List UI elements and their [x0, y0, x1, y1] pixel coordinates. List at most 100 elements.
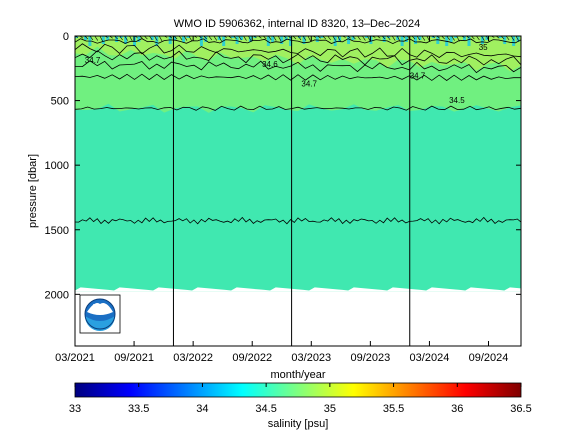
contour-line — [74, 105, 522, 111]
surface-contour-line — [307, 35, 312, 42]
surface-mix-patch — [315, 36, 319, 42]
surface-contour-line — [441, 35, 445, 40]
surface-contour-line — [238, 35, 242, 41]
surface-mix-patch — [369, 36, 373, 44]
colorbar-tick-label: 36 — [451, 403, 463, 415]
surface-contour-line — [505, 35, 510, 41]
surface-contour-line — [446, 35, 450, 41]
surface-contour-line — [99, 35, 104, 42]
contour-line — [74, 50, 522, 66]
x-axis-label: month/year — [270, 369, 325, 381]
surface-contour-line — [263, 35, 267, 40]
noaa-logo: NOAA — [79, 294, 121, 334]
surface-mix-patch — [150, 36, 154, 40]
colorbar-tick-label: 35.5 — [383, 403, 404, 415]
surface-contour-line — [386, 35, 391, 41]
surface-mix-patch — [351, 36, 355, 40]
contour-label: 34.7 — [301, 79, 317, 88]
surface-mix-patch — [155, 36, 159, 46]
surface-contour-line — [248, 35, 252, 42]
surface-contour-line — [243, 35, 247, 41]
x-tick-label: 09/2022 — [232, 352, 272, 364]
surface-contour-line — [188, 35, 193, 42]
surface-mix-patch — [240, 36, 243, 40]
surface-mix-patch — [387, 36, 391, 38]
y-axis-label: pressure [dbar] — [27, 154, 39, 228]
contour-label: 35 — [479, 43, 488, 52]
surface-contour-line — [421, 35, 426, 41]
surface-mix-patch — [503, 36, 507, 44]
surface-contour-line — [149, 35, 153, 41]
colorbar-tick-label: 35 — [324, 403, 336, 415]
surface-contour-line — [114, 35, 118, 40]
surface-mix-patch — [512, 36, 516, 46]
surface-contour-line — [154, 35, 158, 41]
surface-contour-line — [357, 35, 361, 41]
surface-mix-patch — [284, 36, 288, 40]
x-tick-label: 03/2022 — [173, 352, 213, 364]
surface-contour-line — [322, 35, 327, 40]
contour-line — [74, 38, 522, 45]
contour-line — [74, 216, 522, 225]
surface-mix-patch — [454, 36, 458, 38]
surface-mix-patch — [405, 36, 408, 42]
surface-contour-line — [471, 35, 475, 40]
surface-contour-line — [381, 35, 386, 40]
x-axis: 03/2021 09/2021 03/2022 09/2022 03/2023 09/20… — [55, 36, 508, 364]
surface-mix-patch — [173, 36, 177, 40]
surface-mix-patch — [199, 36, 203, 46]
surface-mix-patch — [280, 36, 284, 44]
surface-mix-patch — [289, 36, 293, 46]
surface-mix-patch — [186, 36, 190, 38]
surface-mix-patch — [235, 36, 239, 44]
surface-mix-patch — [137, 36, 141, 42]
surface-mix-patch — [485, 36, 489, 40]
surface-mix-patch — [302, 36, 306, 44]
colorbar: 33 33.5 34 34.5 35 35.5 36 36.5 — [69, 382, 532, 415]
surface-mix-patch — [463, 36, 466, 40]
surface-contour-line — [173, 35, 178, 40]
chart-title: WMO ID 5906362, internal ID 8320, 13–Dec… — [174, 18, 420, 30]
surface-mix-patch — [364, 36, 368, 38]
year-boundary-lines — [172, 36, 411, 346]
x-tick-label: 09/2024 — [469, 352, 509, 364]
surface-contour-line — [510, 35, 515, 41]
isohaline-contours — [74, 35, 522, 225]
surface-contour-line — [183, 35, 188, 41]
colorbar-gradient — [74, 382, 522, 398]
surface-contour-line — [451, 35, 455, 41]
surface-mix-patch — [115, 36, 119, 42]
surface-contour-line — [124, 35, 128, 41]
surface-contour-line — [476, 35, 480, 41]
surface-mix-patch — [124, 36, 128, 44]
surface-mix-patch — [498, 36, 502, 38]
surface-contour-line — [416, 35, 421, 41]
surface-contour-line — [337, 35, 341, 42]
surface-contour-line — [144, 35, 148, 40]
surface-mix-patch — [119, 36, 123, 38]
surface-contour-line — [332, 35, 336, 41]
surface-mix-patch — [467, 36, 471, 46]
surface-contour-line — [218, 35, 222, 42]
surface-contour-line — [213, 35, 218, 41]
surface-mix-patch — [266, 36, 270, 46]
surface-mix-patch — [480, 36, 484, 44]
surface-contour-line — [233, 35, 237, 40]
surface-mix-patch — [204, 36, 208, 42]
contour-line — [74, 60, 522, 74]
surface-contour-line — [297, 35, 302, 41]
contour-line — [74, 43, 522, 58]
surface-contour-line — [292, 35, 297, 40]
contour-line — [74, 73, 521, 81]
surface-contour-line — [352, 35, 356, 40]
surface-contour-line — [89, 35, 94, 41]
surface-contour-line — [391, 35, 396, 41]
surface-contour-line — [208, 35, 213, 41]
surface-contour-line — [277, 35, 282, 42]
surface-contour-line — [84, 35, 89, 40]
colorbar-label: salinity [psu] — [268, 418, 329, 430]
contour-label: 34.5 — [449, 96, 465, 105]
surface-contour-line — [411, 35, 416, 40]
surface-contour-line — [396, 35, 401, 42]
